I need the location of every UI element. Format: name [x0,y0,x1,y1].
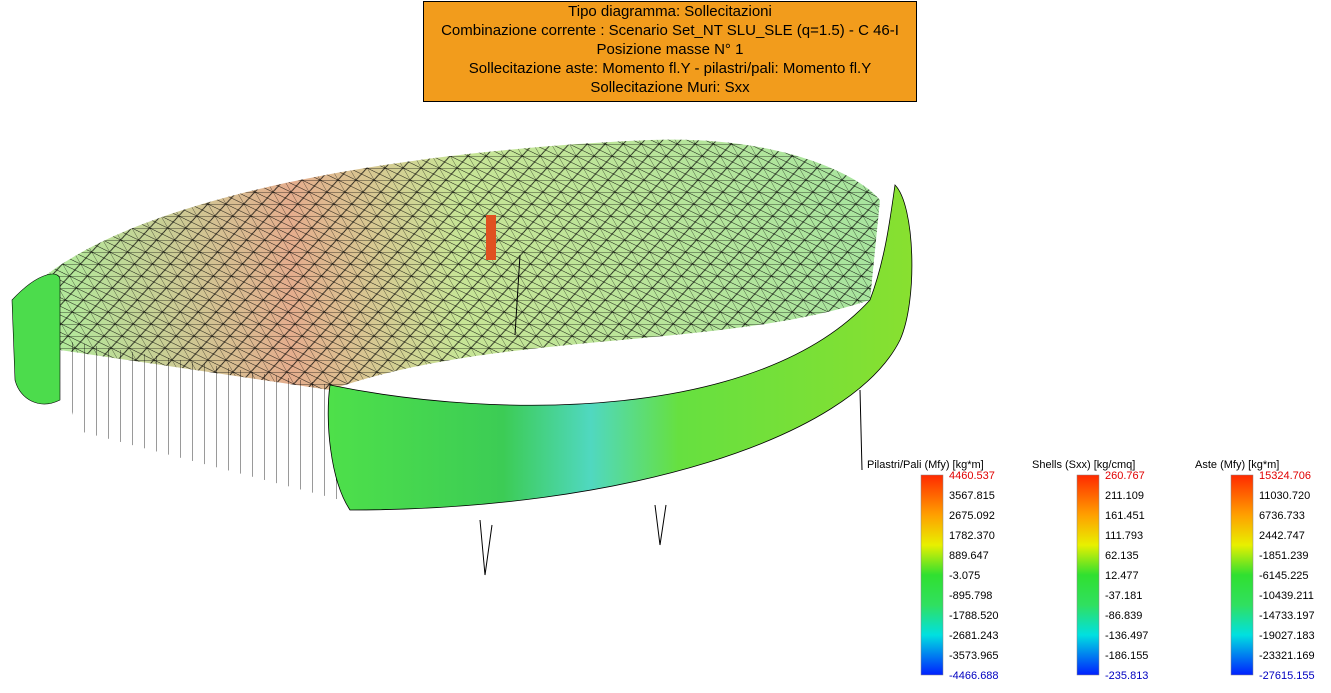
scale-label: 15324.706 [1259,470,1311,482]
scale-label: 1782.370 [949,530,995,542]
scale-label: -186.155 [1105,650,1148,662]
scale-label: -235.813 [1105,670,1148,682]
scale-label: 2442.747 [1259,530,1305,542]
scale-label: -37.181 [1105,590,1142,602]
scale-label: 6736.733 [1259,510,1305,522]
scale-label: -6145.225 [1259,570,1309,582]
scale-label: -10439.211 [1259,590,1314,602]
scale-label: 2675.092 [949,510,995,522]
color-scale [920,474,944,676]
scale-label: 161.451 [1105,510,1145,522]
info-line: Tipo diagramma: Sollecitazioni [568,3,772,20]
diagram-info: Tipo diagramma: Sollecitazioni Combinazio… [423,1,917,102]
info-line: Posizione masse N° 1 [596,41,744,58]
scale-label: 211.109 [1105,490,1144,502]
info-line: Sollecitazione aste: Momento fl.Y - pila… [468,60,872,77]
scale-label: -19027.183 [1259,630,1315,642]
scale-label: -136.497 [1105,630,1148,642]
scale-label: 11030.720 [1259,490,1310,502]
scale-label: 3567.815 [949,490,995,502]
scale-label: -3.075 [949,570,980,582]
legend-title: Shells (Sxx) [kg/cmq] [1032,459,1135,471]
scale-label: -14733.197 [1259,610,1315,622]
scale-label: 111.793 [1105,530,1143,542]
color-scale [1230,474,1254,676]
scale-label: -4466.688 [949,670,999,682]
scale-label: -23321.169 [1259,650,1315,662]
scale-label: 889.647 [949,550,989,562]
scale-label: -3573.965 [949,650,999,662]
info-line: Combinazione corrente : Scenario Set_NT … [441,22,899,39]
scale-label: -1788.520 [949,610,999,622]
scale-label: 4460.537 [949,470,995,482]
scale-label: -895.798 [949,590,992,602]
scale-label: 12.477 [1105,570,1139,582]
legend-title: Aste (Mfy) [kg*m] [1195,459,1279,471]
scale-label: -2681.243 [949,630,999,642]
scale-label: -86.839 [1105,610,1142,622]
color-scale [1076,474,1100,676]
structure [11,131,913,576]
info-line: Sollecitazione Muri: Sxx [590,79,750,96]
scale-label: 62.135 [1105,550,1139,562]
scale-label: 260.767 [1105,470,1145,482]
scale-label: -27615.155 [1259,670,1315,682]
legend-title: Pilastri/Pali (Mfy) [kg*m] [867,459,984,471]
scale-label: -1851.239 [1259,550,1309,562]
